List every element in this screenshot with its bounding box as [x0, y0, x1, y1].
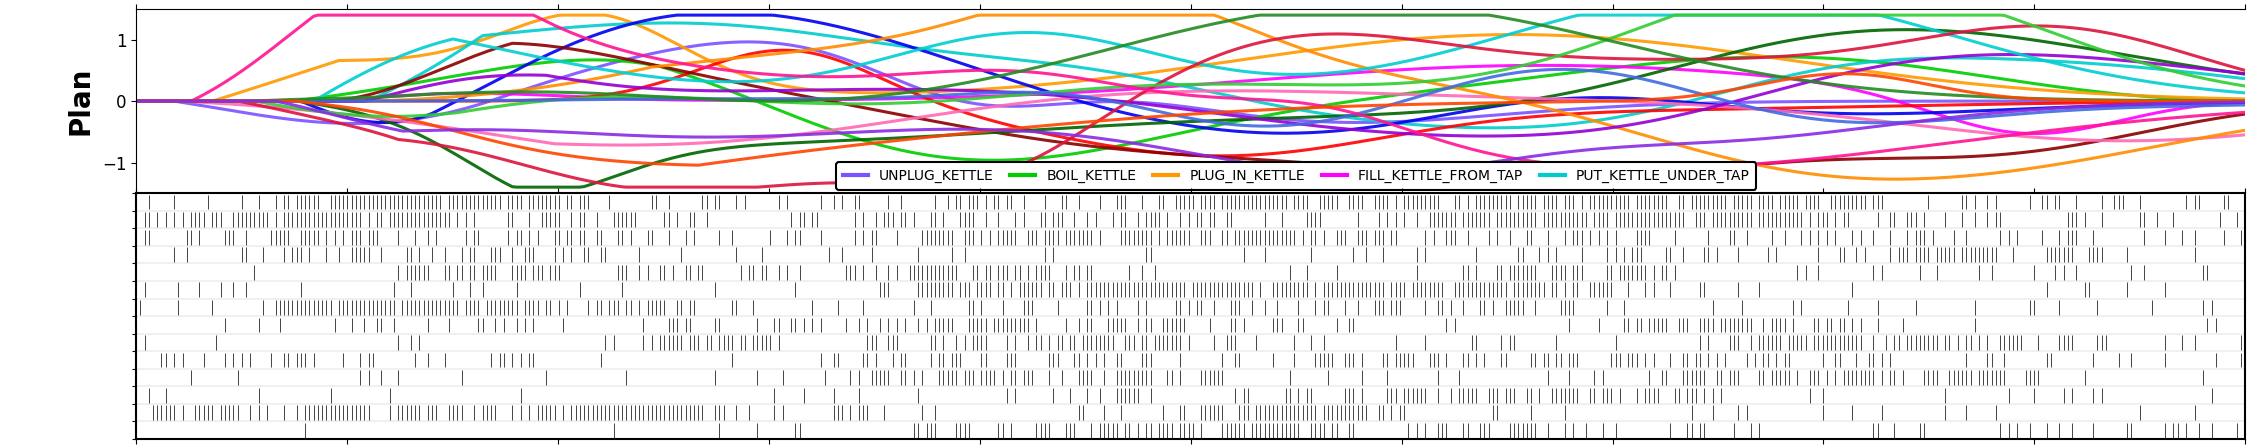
Legend: UNPLUG_KETTLE, BOIL_KETTLE, PLUG_IN_KETTLE, FILL_KETTLE_FROM_TAP, PUT_KETTLE_UND: UNPLUG_KETTLE, BOIL_KETTLE, PLUG_IN_KETT… — [837, 162, 1755, 190]
Y-axis label: Plan: Plan — [68, 67, 95, 135]
